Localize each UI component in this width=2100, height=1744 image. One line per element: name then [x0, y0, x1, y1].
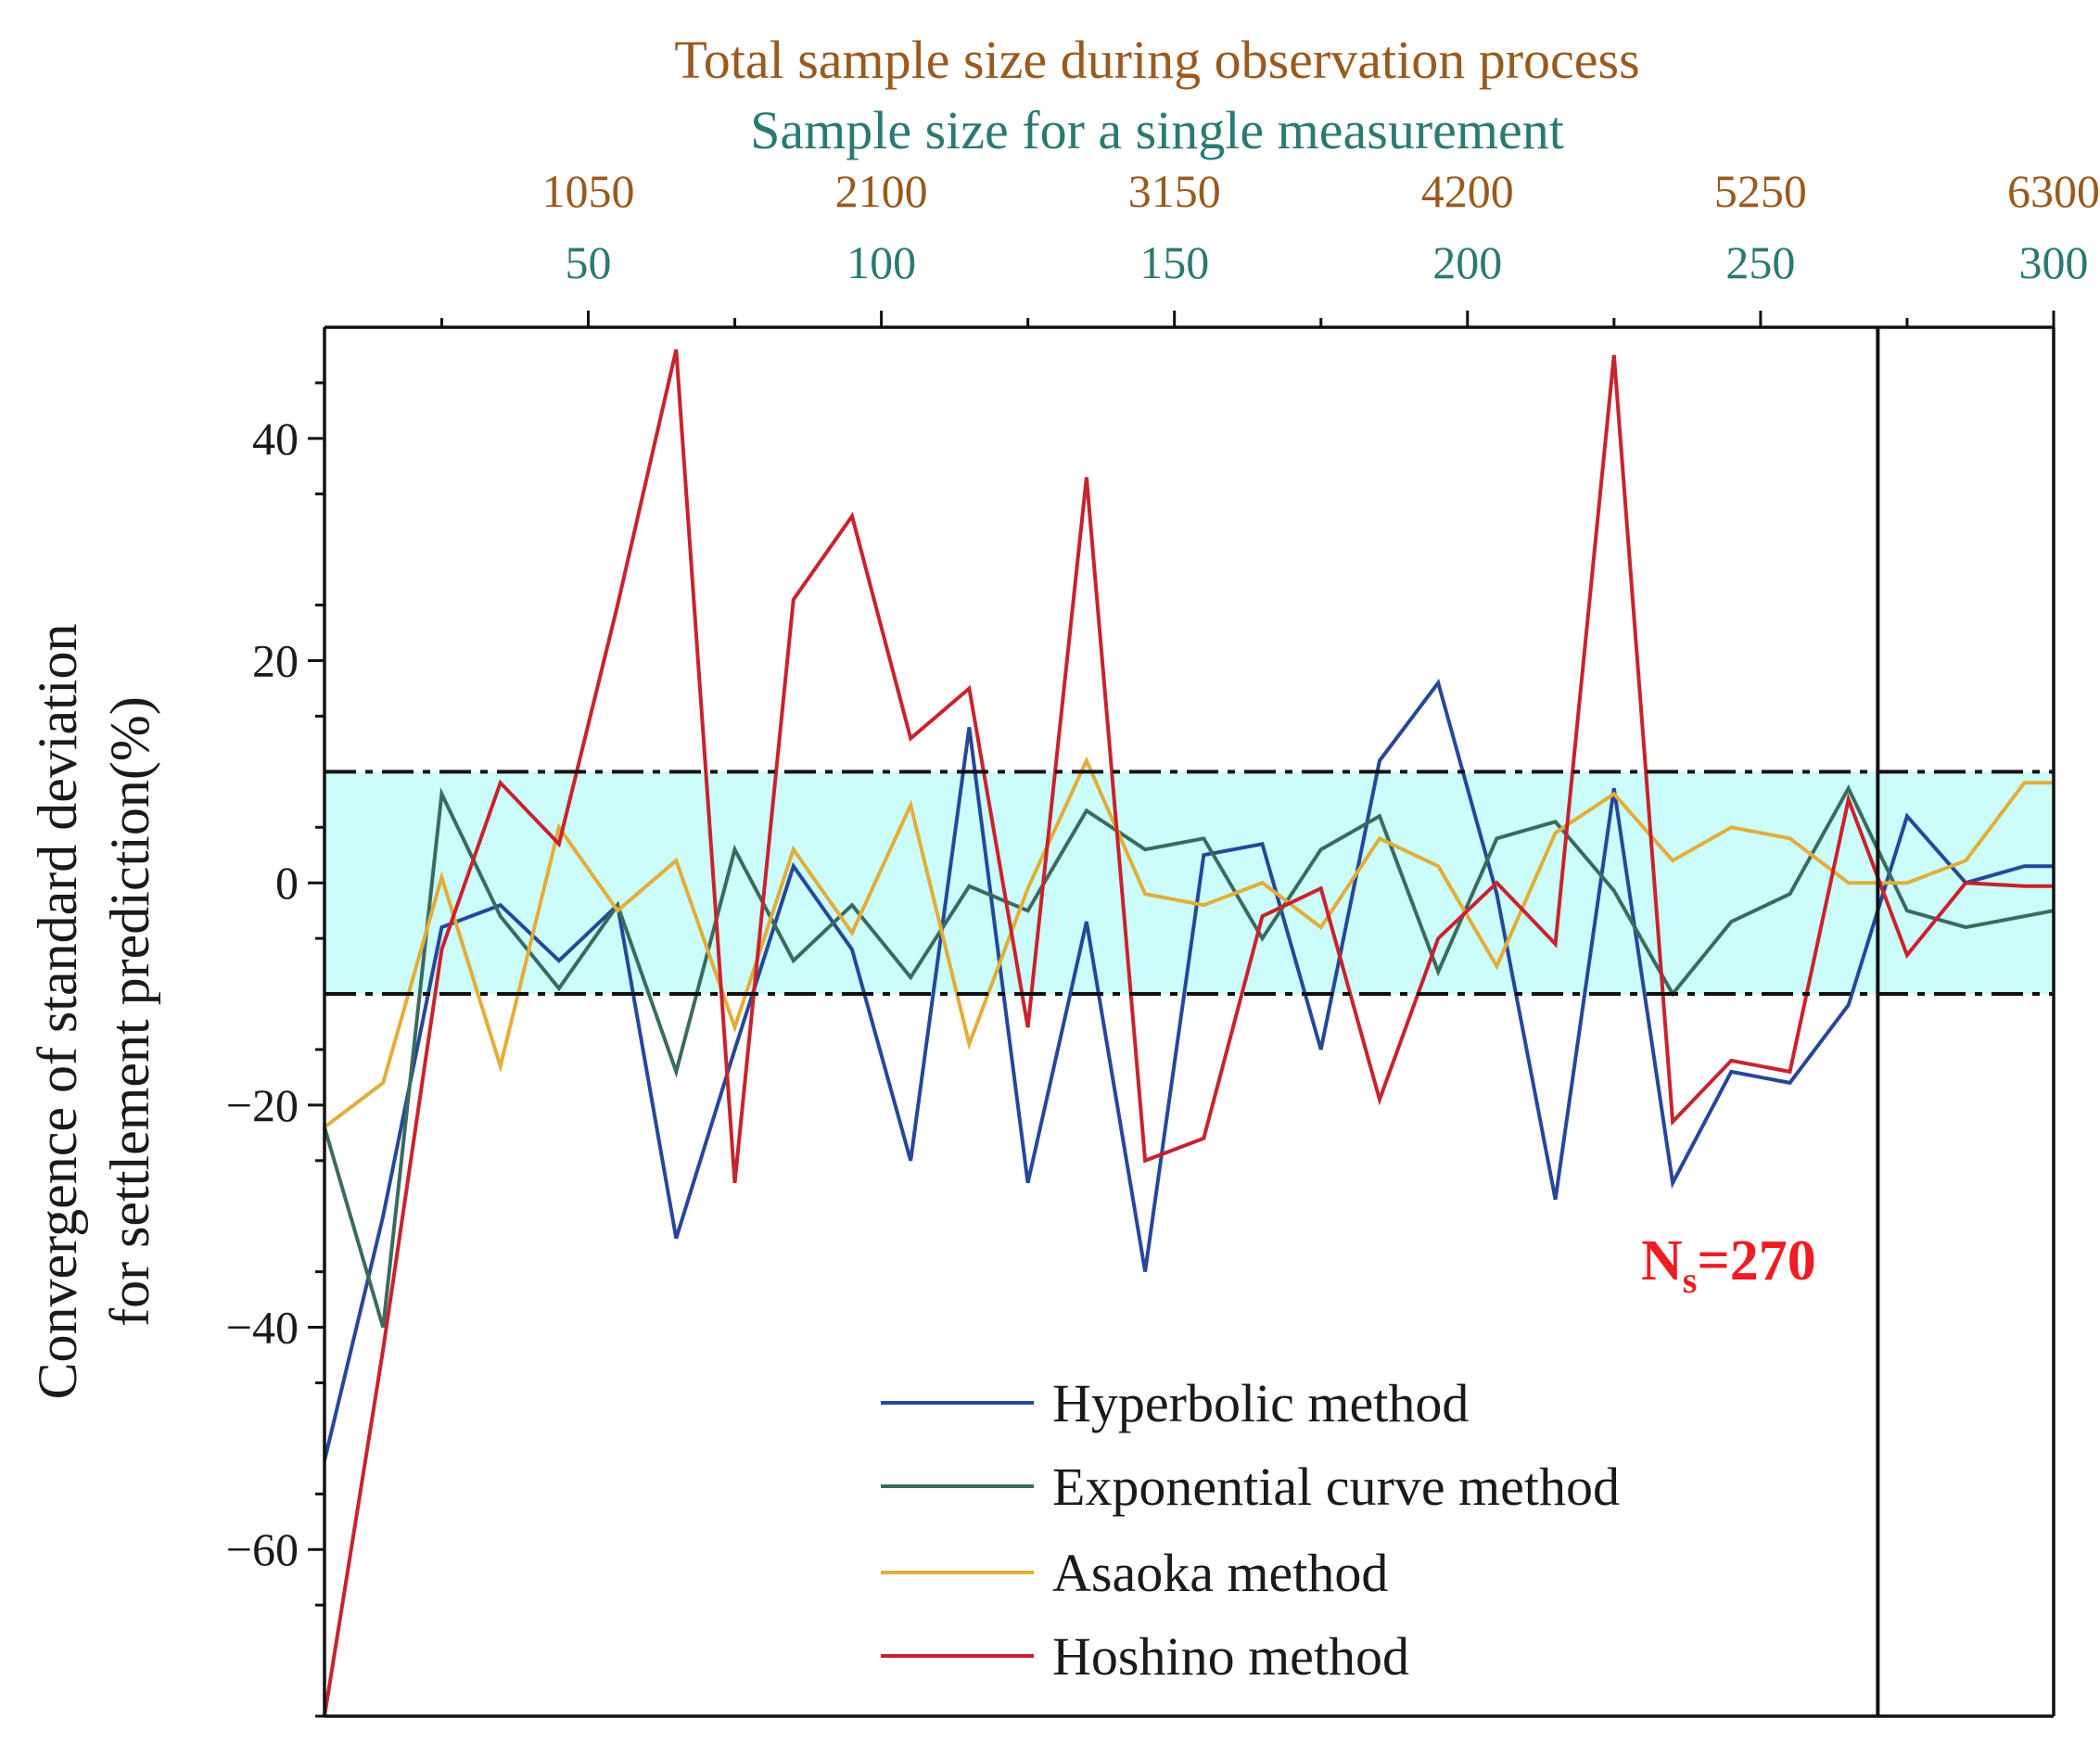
- series-line-4: [323, 349, 2054, 1717]
- x-top-tick-label-total-1: 2100: [835, 165, 928, 217]
- y-tick-label-4: −40: [226, 1302, 299, 1354]
- x-top-tick-label-total-3: 4200: [1421, 165, 1514, 217]
- series-line-2: [323, 783, 2055, 1329]
- x-top-tick-label-single-0: 50: [565, 236, 611, 288]
- annotation-rest: =270: [1697, 1229, 1815, 1292]
- series-line-3: [323, 756, 2054, 1129]
- y-tick-label-5: −60: [226, 1523, 299, 1575]
- x-top-tick-label-single-5: 300: [2019, 236, 2089, 288]
- x-top-tick-label-total-0: 1050: [541, 165, 634, 217]
- y-tick-label-1: 20: [252, 635, 299, 687]
- y-tick-label-0: 40: [252, 413, 299, 465]
- y-tick-label-3: −20: [226, 1079, 299, 1131]
- legend: Hyperbolic method Exponential curve meth…: [867, 1358, 1850, 1711]
- top-axis-title-total: Total sample size during observation pro…: [674, 30, 1639, 90]
- x-top-tick-label-single-3: 200: [1432, 236, 1502, 288]
- series-layer: [323, 349, 2055, 1717]
- tick-layer: 40200−20−40−6050105010021001503150200420…: [226, 165, 2100, 1718]
- x-top-tick-label-single-2: 150: [1139, 236, 1209, 288]
- vline-annotation: Ns=270: [1641, 1229, 1816, 1301]
- legend-label-hoshino: Hoshino method: [1052, 1626, 1409, 1687]
- y-axis-label-line2: for settlement prediction(%): [99, 696, 160, 1327]
- legend-label-asaoka: Asaoka method: [1052, 1543, 1388, 1603]
- x-top-tick-label-total-4: 5250: [1714, 165, 1807, 217]
- y-axis-label-line1: Convergence of standard deviation: [27, 624, 88, 1400]
- annotation-main: N: [1641, 1229, 1683, 1292]
- legend-background: [867, 1358, 1850, 1711]
- axes-layer: [323, 325, 2055, 1718]
- annotation-sub: s: [1683, 1259, 1698, 1301]
- legend-label-exponential: Exponential curve method: [1052, 1457, 1620, 1517]
- x-top-tick-label-single-4: 250: [1725, 236, 1795, 288]
- y-tick-label-2: 0: [275, 857, 299, 909]
- top-axis-title-single: Sample size for a single measurement: [750, 100, 1564, 160]
- x-top-tick-label-total-5: 6300: [2007, 165, 2100, 217]
- x-top-tick-label-single-1: 100: [846, 236, 916, 288]
- legend-label-hyperbolic: Hyperbolic method: [1052, 1373, 1469, 1433]
- x-top-tick-label-total-2: 3150: [1128, 165, 1221, 217]
